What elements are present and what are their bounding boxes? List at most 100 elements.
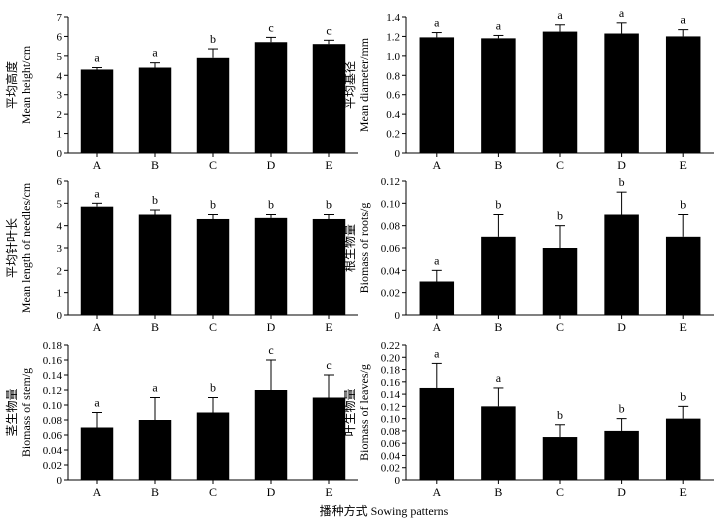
y-tick-label: 6 bbox=[57, 176, 63, 188]
y-label-cn: 茎生物量 bbox=[5, 388, 19, 436]
significance-letter: a bbox=[434, 253, 440, 267]
significance-letter: a bbox=[152, 381, 158, 395]
y-label-en: Biomass of leaves/g bbox=[357, 364, 371, 461]
x-tick-label: E bbox=[680, 158, 687, 172]
significance-letter: b bbox=[557, 209, 563, 223]
y-tick-label: 4 bbox=[57, 221, 63, 233]
bar-C bbox=[542, 248, 578, 315]
chart-panel-3: 0 1 2 3 4 5 6 a Ab Bb Cb Db E 平均针叶长 Mean length of nee… bbox=[4, 176, 358, 334]
y-tick-label: 0 bbox=[57, 475, 63, 487]
bar-C bbox=[542, 31, 578, 154]
bar-B bbox=[481, 406, 516, 480]
bar-E bbox=[312, 397, 346, 480]
y-label-en: Biomass of stem/g bbox=[19, 368, 33, 457]
x-tick-label: D bbox=[267, 158, 276, 172]
bar-E bbox=[665, 236, 701, 315]
x-tick-label: B bbox=[151, 485, 159, 499]
bar-A bbox=[80, 69, 114, 153]
x-tick-label: E bbox=[325, 320, 332, 334]
bar-C bbox=[196, 412, 230, 480]
y-tick-label: 3 bbox=[57, 243, 63, 255]
y-tick-label: 1.2 bbox=[386, 31, 400, 43]
y-tick-label: 0.16 bbox=[381, 377, 401, 389]
bar-C bbox=[196, 57, 230, 153]
x-tick-label: A bbox=[93, 485, 102, 499]
x-tick-label: A bbox=[93, 158, 102, 172]
significance-letter: a bbox=[152, 46, 158, 60]
y-label-cn: 平均针叶长 bbox=[4, 218, 19, 278]
y-tick-label: 0.16 bbox=[43, 355, 63, 367]
x-tick-label: B bbox=[494, 485, 502, 499]
y-tick-label: 6 bbox=[57, 31, 63, 43]
significance-letter: c bbox=[268, 343, 273, 357]
bar-A bbox=[419, 281, 455, 315]
bar-D bbox=[604, 430, 639, 480]
y-tick-label: 7 bbox=[57, 12, 63, 24]
bar-E bbox=[312, 218, 346, 315]
bar-B bbox=[481, 38, 516, 153]
bar-A bbox=[80, 427, 114, 480]
y-tick-label: 0.08 bbox=[381, 426, 401, 438]
y-tick-label: 1.4 bbox=[386, 12, 400, 24]
significance-letter: b bbox=[495, 198, 501, 212]
significance-letter: c bbox=[326, 23, 331, 37]
y-tick-label: 0.18 bbox=[381, 365, 401, 377]
y-tick-label: 5 bbox=[57, 198, 63, 210]
chart-panel-5: 0 0.02 0.04 0.06 0.08 0.10 0.12 0.14 0.16 0.18 a Aa… bbox=[5, 340, 358, 499]
y-label-cn: 根生物量 bbox=[343, 224, 357, 272]
y-tick-label: 4 bbox=[57, 70, 63, 82]
bar-D bbox=[604, 214, 639, 315]
y-tick-label: 1 bbox=[57, 129, 63, 141]
x-tick-label: E bbox=[680, 320, 687, 334]
bar-C bbox=[542, 437, 578, 480]
y-tick-label: 0.06 bbox=[43, 430, 63, 442]
y-tick-label: 5 bbox=[57, 51, 63, 63]
x-tick-label: E bbox=[325, 158, 332, 172]
bar-A bbox=[80, 206, 114, 315]
y-tick-label: 0.4 bbox=[386, 109, 400, 121]
significance-letter: b bbox=[210, 198, 216, 212]
bar-B bbox=[138, 420, 172, 480]
y-tick-label: 0 bbox=[57, 310, 63, 322]
y-tick-label: 0.06 bbox=[381, 438, 401, 450]
y-tick-label: 0.12 bbox=[43, 385, 62, 397]
x-tick-label: C bbox=[209, 320, 217, 334]
significance-letter: b bbox=[619, 402, 625, 416]
bar-E bbox=[665, 36, 701, 153]
x-tick-label: E bbox=[325, 485, 332, 499]
bar-B bbox=[138, 214, 172, 315]
bar-E bbox=[665, 418, 701, 480]
chart-panel-2: 0 0.2 0.4 0.6 0.8 1.0 1.2 1.4 a Aa Ba Ca Da E 平均基径 Mean… bbox=[343, 6, 714, 172]
x-tick-label: B bbox=[494, 320, 502, 334]
x-tick-label: C bbox=[556, 320, 564, 334]
y-tick-label: 0.04 bbox=[43, 445, 63, 457]
significance-letter: b bbox=[326, 198, 332, 212]
y-tick-label: 0.02 bbox=[43, 460, 62, 472]
y-label-en: Mean height/cm bbox=[19, 45, 33, 124]
y-tick-label: 0.12 bbox=[381, 176, 400, 188]
significance-letter: b bbox=[268, 198, 274, 212]
x-tick-label: B bbox=[494, 158, 502, 172]
y-tick-label: 0 bbox=[395, 310, 401, 322]
y-tick-label: 0.08 bbox=[381, 221, 401, 233]
x-tick-label: A bbox=[432, 320, 441, 334]
x-tick-label: D bbox=[617, 158, 626, 172]
y-label-cn: 平均高度 bbox=[4, 61, 19, 109]
bar-D bbox=[254, 42, 288, 153]
x-tick-label: D bbox=[617, 320, 626, 334]
y-tick-label: 0.02 bbox=[381, 288, 400, 300]
bar-D bbox=[254, 217, 288, 315]
significance-letter: b bbox=[210, 32, 216, 46]
significance-letter: a bbox=[94, 51, 100, 65]
y-label-en: Mean diameter/mm bbox=[357, 37, 371, 132]
y-tick-label: 1.0 bbox=[386, 51, 400, 63]
significance-letter: b bbox=[680, 389, 686, 403]
significance-letter: b bbox=[557, 408, 563, 422]
significance-letter: a bbox=[496, 18, 502, 32]
y-tick-label: 0.04 bbox=[381, 450, 401, 462]
y-tick-label: 1 bbox=[57, 288, 63, 300]
x-tick-label: C bbox=[209, 158, 217, 172]
y-tick-label: 0 bbox=[395, 475, 401, 487]
y-tick-label: 0.12 bbox=[381, 401, 400, 413]
y-label-en: Biomass of roots/g bbox=[357, 203, 371, 294]
